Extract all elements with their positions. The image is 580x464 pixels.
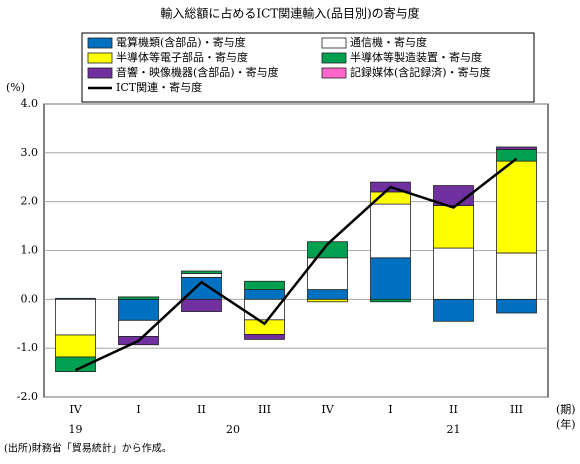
x-tick-label: III: [510, 403, 523, 416]
bar-segment: [118, 296, 159, 300]
y-unit: (%): [6, 81, 25, 94]
bar-segment: [496, 160, 537, 254]
y-tick-label: 1.0: [21, 244, 39, 257]
legend-swatch: [87, 37, 113, 49]
x-tick-label: II: [449, 403, 458, 416]
legend-box: [81, 32, 535, 103]
legend-label: 半導体等製造装置・寄与度: [350, 50, 482, 64]
x-unit: (年): [556, 417, 576, 431]
bar-segment: [370, 203, 411, 259]
bar-segment: [244, 289, 285, 300]
y-tick-label: 3.0: [21, 146, 39, 159]
legend-label: 音響・映像機器(含部品)・寄与度: [116, 65, 279, 79]
bar-segment: [181, 298, 222, 312]
y-tick-label: 0.0: [21, 292, 39, 305]
legend-label: 半導体等電子部品・寄与度: [116, 50, 248, 64]
year-label: 20: [226, 423, 240, 436]
ict-line: [74, 157, 518, 372]
legend-swatch: [87, 67, 113, 79]
bar-segment: [496, 252, 537, 300]
bar-segment: [370, 298, 411, 303]
x-tick-label: II: [197, 403, 206, 416]
bar-segment: [307, 298, 348, 303]
legend-swatch: [321, 37, 347, 49]
x-tick-label: IV: [69, 403, 82, 416]
y-tick-label: 4.0: [21, 97, 39, 110]
bar-segment: [55, 334, 96, 358]
source-note: (出所)財務省「貿易統計」から作成。: [4, 442, 172, 455]
x-tick-label: IV: [321, 403, 334, 416]
bar-segment: [433, 205, 474, 249]
bar-segment: [181, 273, 222, 278]
legend-swatch: [321, 52, 347, 64]
bar-segment: [433, 247, 474, 300]
bar-segment: [307, 257, 348, 290]
legend-label: 電算機類(含部品)・寄与度: [116, 35, 246, 49]
y-tick-label: -2.0: [17, 390, 38, 403]
bar-segment: [370, 257, 411, 300]
legend-swatch: [87, 52, 113, 64]
legend-label: ICT関連・寄与度: [116, 80, 202, 94]
legend-label: 記録媒体(含記録済)・寄与度: [350, 65, 491, 79]
x-tick-label: I: [136, 403, 140, 416]
bar-segment: [433, 298, 474, 322]
x-unit: (期): [556, 403, 576, 416]
chart-title: 輸入総額に占めるICT関連輸入(品目別)の寄与度: [160, 6, 419, 21]
x-tick-label: III: [258, 403, 271, 416]
bar-segment: [496, 146, 537, 150]
bar-segment: [307, 241, 348, 259]
bar-segment: [370, 191, 411, 205]
bar-segment: [118, 298, 159, 321]
bar-segment: [181, 270, 222, 274]
year-label: 21: [447, 423, 461, 436]
year-label: 19: [69, 423, 83, 436]
bar-segment: [244, 280, 285, 290]
legend-swatch: [321, 67, 347, 79]
legend-label: 通信機・寄与度: [350, 35, 427, 49]
bar-segment: [244, 298, 285, 321]
bar-segment: [55, 356, 96, 373]
x-tick-label: I: [388, 403, 392, 416]
bar-segment: [244, 334, 285, 340]
bar-segment: [307, 289, 348, 300]
y-tick-label: 2.0: [21, 195, 39, 208]
y-tick-label: -1.0: [17, 341, 38, 354]
bar-segment: [55, 298, 96, 336]
bar-segment: [496, 298, 537, 314]
